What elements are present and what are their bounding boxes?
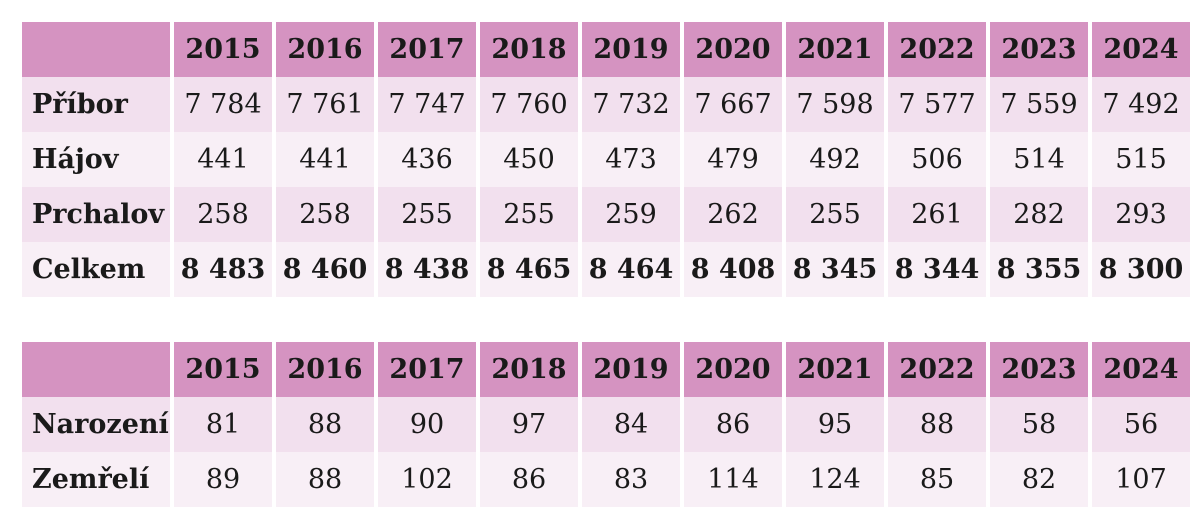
row-label: Prchalov: [22, 187, 170, 242]
corner-cell: [22, 342, 170, 397]
year-header: 2019: [582, 342, 680, 397]
table-cell: 7 667: [684, 77, 782, 132]
table-cell: 7 577: [888, 77, 986, 132]
total-row: Celkem 8 483 8 460 8 438 8 465 8 464 8 4…: [22, 242, 1190, 297]
year-header: 2017: [378, 342, 476, 397]
table-cell: 8 345: [786, 242, 884, 297]
table-cell: 7 559: [990, 77, 1088, 132]
table-cell: 7 784: [174, 77, 272, 132]
table-cell: 95: [786, 397, 884, 452]
table-cell: 7 732: [582, 77, 680, 132]
header-row: 2015 2016 2017 2018 2019 2020 2021 2022 …: [22, 342, 1190, 397]
table-cell: 506: [888, 132, 986, 187]
year-header: 2020: [684, 22, 782, 77]
year-header: 2015: [174, 22, 272, 77]
year-header: 2021: [786, 22, 884, 77]
table-cell: 89: [174, 452, 272, 507]
table-cell: 255: [378, 187, 476, 242]
year-header: 2023: [990, 22, 1088, 77]
table-cell: 97: [480, 397, 578, 452]
table-cell: 7 598: [786, 77, 884, 132]
table-cell: 8 344: [888, 242, 986, 297]
table-cell: 84: [582, 397, 680, 452]
table-cell: 514: [990, 132, 1088, 187]
row-label: Příbor: [22, 77, 170, 132]
table-cell: 259: [582, 187, 680, 242]
births-deaths-table: 2015 2016 2017 2018 2019 2020 2021 2022 …: [18, 342, 1194, 507]
row-label: Hájov: [22, 132, 170, 187]
table-cell: 83: [582, 452, 680, 507]
table-cell: 124: [786, 452, 884, 507]
table-cell: 441: [174, 132, 272, 187]
year-header: 2021: [786, 342, 884, 397]
table-cell: 58: [990, 397, 1088, 452]
table-cell: 56: [1092, 397, 1190, 452]
table-cell: 88: [276, 397, 374, 452]
table-cell: 114: [684, 452, 782, 507]
row-label: Zemřelí: [22, 452, 170, 507]
table-row: Hájov 441 441 436 450 473 479 492 506 51…: [22, 132, 1190, 187]
table-cell: 255: [786, 187, 884, 242]
table-cell: 492: [786, 132, 884, 187]
table-cell: 81: [174, 397, 272, 452]
table-cell: 85: [888, 452, 986, 507]
table-row: Zemřelí 89 88 102 86 83 114 124 85 82 10…: [22, 452, 1190, 507]
table-cell: 7 761: [276, 77, 374, 132]
table-cell: 88: [276, 452, 374, 507]
row-label: Narození: [22, 397, 170, 452]
year-header: 2024: [1092, 22, 1190, 77]
table-cell: 8 460: [276, 242, 374, 297]
table-cell: 88: [888, 397, 986, 452]
table-cell: 473: [582, 132, 680, 187]
year-header: 2023: [990, 342, 1088, 397]
table-cell: 86: [684, 397, 782, 452]
table-cell: 262: [684, 187, 782, 242]
row-label: Celkem: [22, 242, 170, 297]
corner-cell: [22, 22, 170, 77]
table-cell: 86: [480, 452, 578, 507]
year-header: 2022: [888, 342, 986, 397]
year-header: 2015: [174, 342, 272, 397]
header-row: 2015 2016 2017 2018 2019 2020 2021 2022 …: [22, 22, 1190, 77]
year-header: 2024: [1092, 342, 1190, 397]
table-cell: 515: [1092, 132, 1190, 187]
year-header: 2016: [276, 22, 374, 77]
table-cell: 8 408: [684, 242, 782, 297]
year-header: 2018: [480, 22, 578, 77]
year-header: 2017: [378, 22, 476, 77]
year-header: 2020: [684, 342, 782, 397]
table-cell: 261: [888, 187, 986, 242]
table-cell: 293: [1092, 187, 1190, 242]
table-cell: 7 492: [1092, 77, 1190, 132]
table-cell: 450: [480, 132, 578, 187]
year-header: 2016: [276, 342, 374, 397]
table-cell: 90: [378, 397, 476, 452]
table-cell: 282: [990, 187, 1088, 242]
table-cell: 436: [378, 132, 476, 187]
table-cell: 82: [990, 452, 1088, 507]
table-cell: 8 355: [990, 242, 1088, 297]
population-table: 2015 2016 2017 2018 2019 2020 2021 2022 …: [18, 22, 1194, 297]
table-cell: 8 464: [582, 242, 680, 297]
table-cell: 255: [480, 187, 578, 242]
table-cell: 7 760: [480, 77, 578, 132]
year-header: 2018: [480, 342, 578, 397]
table-cell: 107: [1092, 452, 1190, 507]
year-header: 2019: [582, 22, 680, 77]
table-cell: 102: [378, 452, 476, 507]
table-cell: 479: [684, 132, 782, 187]
table-row: Prchalov 258 258 255 255 259 262 255 261…: [22, 187, 1190, 242]
table-cell: 8 438: [378, 242, 476, 297]
year-header: 2022: [888, 22, 986, 77]
table-cell: 258: [276, 187, 374, 242]
table-row: Narození 81 88 90 97 84 86 95 88 58 56: [22, 397, 1190, 452]
table-row: Příbor 7 784 7 761 7 747 7 760 7 732 7 6…: [22, 77, 1190, 132]
table-cell: 258: [174, 187, 272, 242]
table-cell: 7 747: [378, 77, 476, 132]
table-cell: 8 483: [174, 242, 272, 297]
table-cell: 441: [276, 132, 374, 187]
table-cell: 8 300: [1092, 242, 1190, 297]
table-cell: 8 465: [480, 242, 578, 297]
